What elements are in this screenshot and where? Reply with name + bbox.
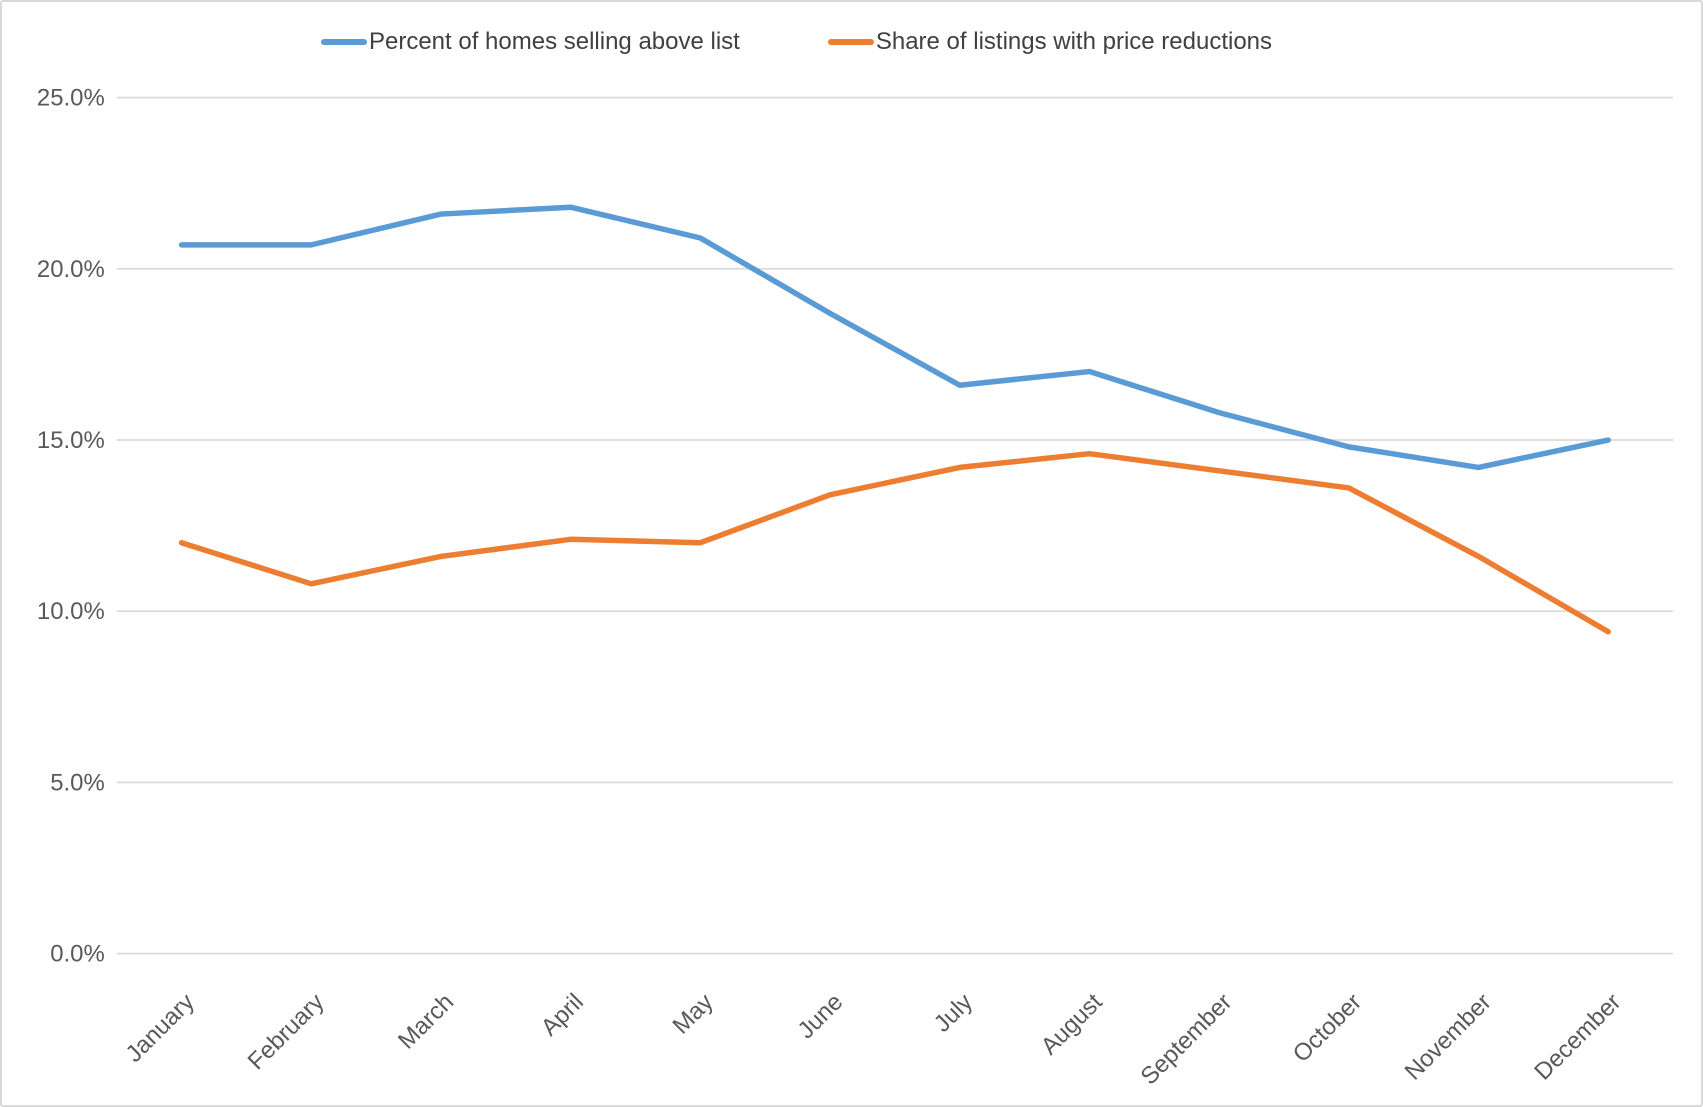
legend-line-marker-blue	[320, 39, 367, 45]
legend-line-marker-orange	[827, 39, 874, 45]
x-axis-month-label: October	[1288, 989, 1367, 1068]
y-axis-tick-label: 5.0%	[50, 769, 105, 796]
x-axis-month-label: June	[792, 989, 848, 1045]
y-axis-tick-label: 0.0%	[50, 941, 105, 968]
y-axis-tick-label: 15.0%	[37, 427, 105, 454]
x-axis-month-label: April	[536, 989, 589, 1042]
x-axis-month-label: September	[1135, 989, 1237, 1091]
chart-legend: Percent of homes selling above list Shar…	[2, 30, 1591, 54]
legend-item-price-reductions: Share of listings with price reductions	[827, 28, 1273, 55]
y-axis-tick-label: 10.0%	[37, 598, 105, 625]
x-axis-month-label: January	[120, 989, 199, 1068]
legend-label: Share of listings with price reductions	[875, 28, 1273, 55]
series-line-0	[178, 204, 1611, 471]
series-line-1	[178, 450, 1611, 635]
y-axis-tick-label: 20.0%	[37, 256, 105, 283]
y-axis-tick-label: 25.0%	[37, 85, 105, 112]
x-axis-month-label: November	[1400, 989, 1497, 1086]
x-axis-month-label: July	[929, 988, 978, 1037]
x-axis-month-label: February	[243, 989, 330, 1076]
legend-label: Percent of homes selling above list	[368, 28, 740, 55]
legend-item-homes-above-list: Percent of homes selling above list	[320, 28, 740, 55]
x-axis-month-label: May	[668, 989, 719, 1040]
x-axis-month-label: December	[1529, 989, 1626, 1086]
x-axis-month-label: March	[393, 989, 459, 1055]
x-axis-month-label: August	[1036, 988, 1108, 1060]
